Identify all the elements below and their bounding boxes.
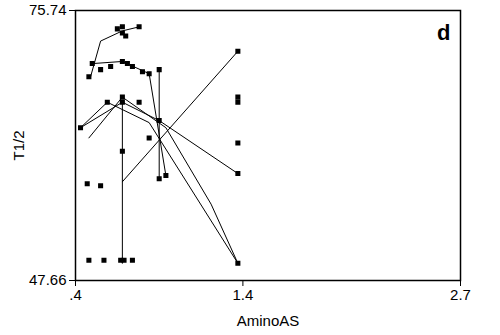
svg-text:2.7: 2.7 [450, 286, 471, 303]
svg-text:.4: .4 [69, 286, 82, 303]
svg-text:d: d [437, 20, 450, 45]
svg-text:T1/2: T1/2 [10, 130, 27, 160]
svg-text:47.66: 47.66 [29, 271, 67, 288]
svg-text:1.4: 1.4 [232, 286, 253, 303]
svg-text:75.74: 75.74 [29, 1, 67, 18]
svg-text:AminoAS: AminoAS [237, 312, 300, 329]
